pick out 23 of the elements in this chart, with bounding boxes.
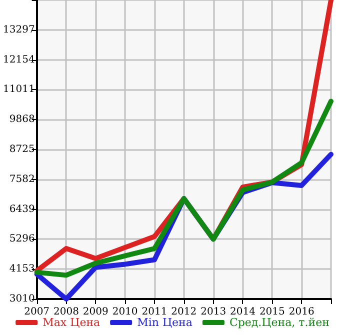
x-tick-label: 2010 [112,306,138,318]
x-tick-label: 2013 [200,306,226,318]
y-tick-label: 7582 [9,174,35,185]
y-tick-label: 6439 [9,204,35,215]
legend-label: Сред.Цена, т.йен [229,316,330,329]
legend-label: Max Цена [42,316,101,329]
x-tick-label: 2015 [259,306,285,318]
x-tick-label: 2016 [288,306,314,318]
y-tick-label: 3010 [9,294,35,304]
x-tick-label: 2011 [142,306,168,318]
x-tick-label: 2008 [54,306,79,318]
y-tick-label: 5296 [9,234,35,245]
x-tick-label: 2007 [24,306,50,318]
y-tick-label: 13297 [3,24,35,36]
y-tick-label: 12154 [3,54,35,66]
x-tick-label: 2014 [230,306,256,318]
y-tick-label: 9868 [9,114,35,126]
y-tick-label: 4153 [9,264,35,275]
x-tick-label: 2009 [82,306,108,318]
y-tick-label: 8725 [9,144,35,155]
x-tick-label: 2012 [171,306,197,318]
y-tick-label: 11011 [3,84,35,96]
legend-label: Min Цена [137,316,193,329]
